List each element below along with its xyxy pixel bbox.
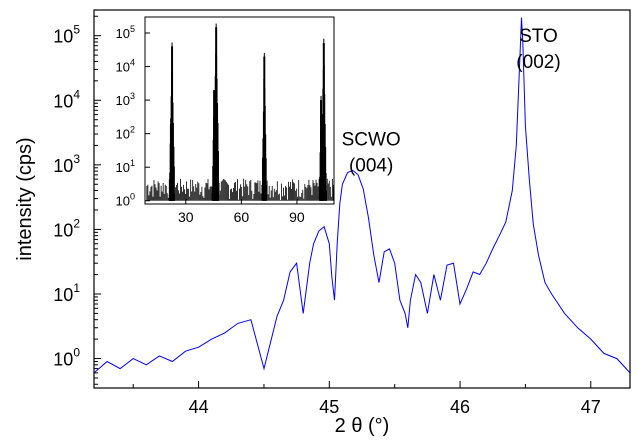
y-tick-label: 102 xyxy=(53,216,80,240)
main-series-line xyxy=(93,17,631,374)
inset-y-tick-label: 105 xyxy=(116,24,135,41)
x-tick-label: 46 xyxy=(450,397,470,417)
inset-chart: 30 60 90 100 101 102 103 104 105 xyxy=(116,16,335,225)
y-tick-label: 105 xyxy=(53,23,80,47)
peak-annotation: STO xyxy=(519,26,558,47)
inset-y-axis: 100 101 102 103 104 105 xyxy=(116,24,150,209)
inset-y-tick-label: 103 xyxy=(116,91,135,108)
inset-x-axis: 30 60 90 xyxy=(178,199,305,225)
peak-annotation: (004) xyxy=(349,155,393,176)
peak-annotation: (002) xyxy=(516,52,560,73)
x-tick-label: 47 xyxy=(581,397,601,417)
x-tick-label: 44 xyxy=(189,397,209,417)
y-tick-label: 100 xyxy=(53,346,80,370)
inset-x-tick-label: 30 xyxy=(178,209,194,225)
y-tick-label: 101 xyxy=(53,281,80,305)
x-tick-label: 45 xyxy=(319,397,339,417)
inset-x-tick-label: 90 xyxy=(289,209,305,225)
inset-x-tick-label: 60 xyxy=(234,209,250,225)
main-x-axis: 44 45 46 47 xyxy=(132,381,601,417)
inset-y-tick-label: 104 xyxy=(116,58,135,75)
main-chart: SCWO(004)STO(002) 44 45 46 47 1001011021031… xyxy=(14,9,631,437)
main-annotations: SCWO (004) STO (002) xyxy=(342,26,561,176)
y-axis-label: intensity (cps) xyxy=(14,137,36,260)
y-tick-label: 103 xyxy=(53,152,80,176)
inset-peaks xyxy=(169,27,325,201)
inset-y-tick-label: 101 xyxy=(116,158,135,175)
inset-plot-frame xyxy=(144,16,335,205)
inset-y-tick-label: 102 xyxy=(116,125,135,142)
inset-background xyxy=(145,17,334,204)
inset-y-tick-label: 100 xyxy=(116,192,135,209)
y-tick-label: 104 xyxy=(53,87,80,111)
main-y-axis: 100 101 102 103 104 105 xyxy=(53,15,101,385)
peak-annotation: SCWO xyxy=(342,129,401,150)
x-axis-label: 2 θ (°) xyxy=(335,415,390,437)
